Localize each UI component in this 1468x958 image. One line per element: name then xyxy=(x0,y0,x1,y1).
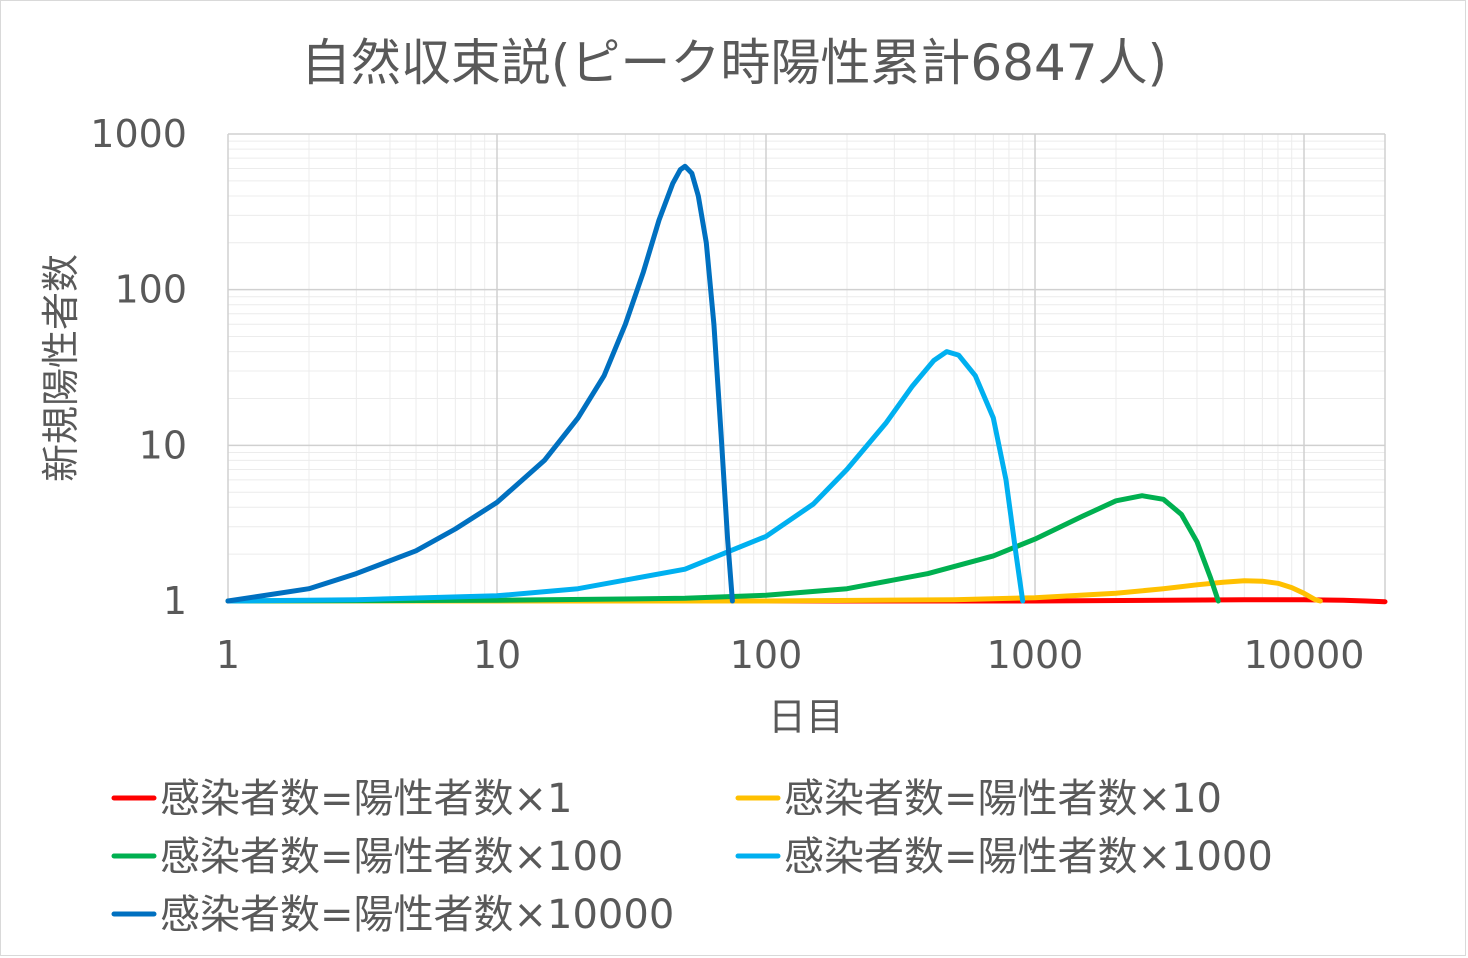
legend-item-3: 感染者数=陽性者数×100 xyxy=(111,834,623,880)
legend-item-1: 感染者数=陽性者数×1 xyxy=(111,776,572,822)
legend-item-2: 感染者数=陽性者数×10 xyxy=(735,776,1222,822)
legend-label: 感染者数=陽性者数×10000 xyxy=(160,892,674,938)
y-tick-label: 1 xyxy=(163,579,187,623)
x-tick-label: 100 xyxy=(730,633,803,677)
legend-item-5: 感染者数=陽性者数×10000 xyxy=(111,892,674,938)
x-tick-label: 10 xyxy=(473,633,521,677)
y-axis-title: 新規陽性者数 xyxy=(39,254,83,482)
chart-title: 自然収束説(ピーク時陽性累計6847人) xyxy=(301,34,1167,92)
legend-label: 感染者数=陽性者数×1 xyxy=(160,776,572,822)
y-tick-label: 100 xyxy=(114,268,187,312)
series-lines xyxy=(225,163,1388,605)
y-tick-label: 1000 xyxy=(90,112,187,156)
x-tick-label: 1 xyxy=(216,633,240,677)
legend-label: 感染者数=陽性者数×100 xyxy=(160,834,623,880)
x-axis-title: 日目 xyxy=(768,695,844,739)
grid xyxy=(227,133,1386,602)
legend-label: 感染者数=陽性者数×10 xyxy=(784,776,1222,822)
legend: 感染者数=陽性者数×1 感染者数=陽性者数×10 感染者数=陽性者数×100 感染者数… xyxy=(111,776,1273,938)
series-line-5 xyxy=(225,163,735,604)
series-line-3 xyxy=(225,493,1221,604)
tick-labels: 1 10 100 1000 10000 1 10 100 1000 xyxy=(90,112,1364,677)
x-tick-label: 1000 xyxy=(987,633,1084,677)
series-line-4 xyxy=(225,349,1026,604)
legend-label: 感染者数=陽性者数×1000 xyxy=(784,834,1273,880)
x-tick-label: 10000 xyxy=(1244,633,1365,677)
series-line-2 xyxy=(225,578,1323,604)
y-tick-label: 10 xyxy=(139,423,187,467)
legend-item-4: 感染者数=陽性者数×1000 xyxy=(735,834,1273,880)
